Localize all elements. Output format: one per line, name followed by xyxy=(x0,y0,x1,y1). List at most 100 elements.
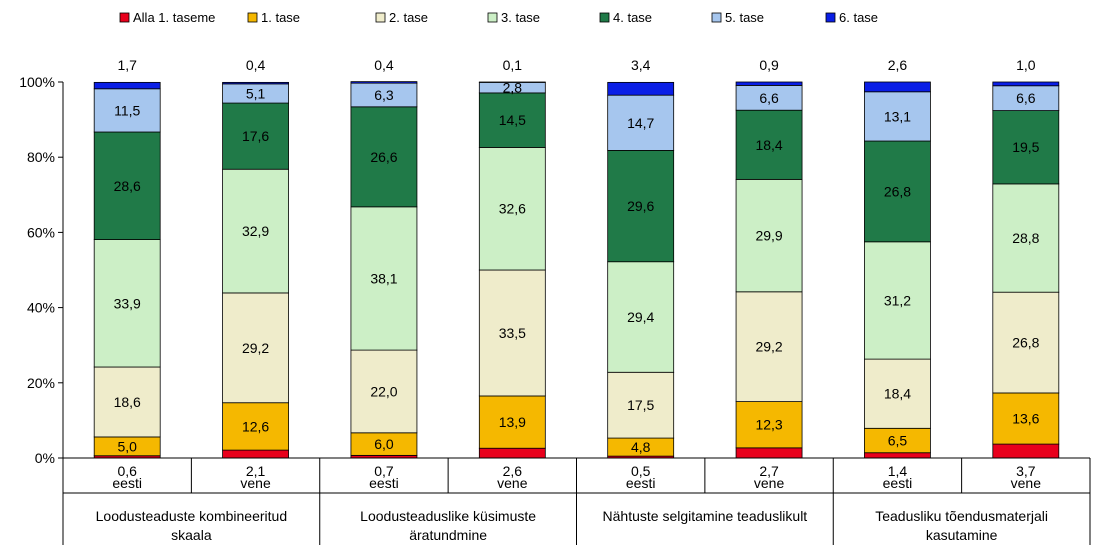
group-label: Loodusteaduslike küsimuste xyxy=(360,508,536,524)
legend-label: 4. tase xyxy=(613,10,652,25)
bar-segment xyxy=(992,81,1060,87)
data-label: 17,5 xyxy=(627,397,654,413)
data-label: 6,6 xyxy=(759,90,779,106)
category-label: vene xyxy=(754,475,785,491)
data-label: 6,3 xyxy=(374,87,394,103)
y-tick-label: 0% xyxy=(35,450,55,466)
data-label: 29,9 xyxy=(755,228,782,244)
data-label: 0,7 xyxy=(374,463,394,479)
data-label: 1,4 xyxy=(888,463,908,479)
data-label: 4,8 xyxy=(631,439,651,455)
data-label: 2,6 xyxy=(888,57,908,73)
data-label: 0,4 xyxy=(246,57,266,73)
y-tick-label: 20% xyxy=(27,375,55,391)
data-label: 6,6 xyxy=(1016,90,1036,106)
legend-label: 6. tase xyxy=(839,10,878,25)
legend-swatch xyxy=(119,12,130,23)
y-tick-label: 40% xyxy=(27,300,55,316)
data-label: 28,8 xyxy=(1012,230,1039,246)
data-label: 5,0 xyxy=(117,438,137,454)
data-label: 18,4 xyxy=(884,386,911,402)
data-label: 2,8 xyxy=(503,80,523,96)
data-label: 28,6 xyxy=(114,178,141,194)
bar-segment xyxy=(992,110,1060,185)
data-label: 26,6 xyxy=(370,149,397,165)
y-tick-label: 100% xyxy=(19,74,55,90)
data-label: 29,4 xyxy=(627,309,654,325)
y-tick-label: 80% xyxy=(27,149,55,165)
bar-segment xyxy=(992,85,1060,111)
bar-segment xyxy=(864,358,931,429)
bar-segment xyxy=(735,81,803,86)
data-label: 32,9 xyxy=(242,223,269,239)
bar-segment xyxy=(864,81,931,93)
bar-segment xyxy=(222,102,289,170)
legend-swatch xyxy=(711,12,722,23)
group-label: Loodusteaduste kombineeritud xyxy=(96,508,287,524)
bar-segment xyxy=(93,88,161,133)
data-label: 19,5 xyxy=(1012,139,1039,155)
data-label: 13,6 xyxy=(1012,411,1039,427)
legend-label: 3. tase xyxy=(501,10,540,25)
category-label: vene xyxy=(497,475,528,491)
data-label: 1,0 xyxy=(1016,57,1036,73)
bar-segment xyxy=(992,183,1060,293)
data-label: 38,1 xyxy=(370,270,397,286)
bar-segment xyxy=(222,449,289,459)
legend-swatch xyxy=(375,12,386,23)
data-label: 22,0 xyxy=(370,383,397,399)
data-label: 2,1 xyxy=(246,463,266,479)
bar-segment xyxy=(864,427,931,454)
bar-segment xyxy=(607,150,675,263)
bar-segment xyxy=(350,206,418,351)
bar-segment xyxy=(864,140,931,243)
data-label: 6,5 xyxy=(888,433,908,449)
bar-segment xyxy=(222,402,289,451)
legend: Alla 1. taseme 1. tase 2. tase 3. tase 4. ta… xyxy=(119,10,878,25)
y-tick-label: 60% xyxy=(27,224,55,240)
data-label: 0,9 xyxy=(759,57,779,73)
group-label: äratundmine xyxy=(409,527,487,543)
bar-segment xyxy=(735,401,803,449)
category-label: eesti xyxy=(626,475,656,491)
bar-segment xyxy=(992,443,1060,459)
category-label: vene xyxy=(1011,475,1042,491)
bar-segment xyxy=(864,452,931,459)
data-label: 32,6 xyxy=(499,201,526,217)
legend-swatch xyxy=(487,12,498,23)
data-label: 1,7 xyxy=(117,57,137,73)
data-label: 18,4 xyxy=(755,137,782,153)
data-label: 5,1 xyxy=(246,85,266,101)
x-axis: eesti vene eesti vene eesti vene eesti vene Lood… xyxy=(62,457,1091,545)
data-label: 12,6 xyxy=(242,418,269,434)
legend-label: 1. tase xyxy=(261,10,300,25)
data-label: 14,5 xyxy=(499,112,526,128)
bar-segment xyxy=(864,91,931,142)
bar-segment xyxy=(93,81,161,90)
data-label: 14,7 xyxy=(627,115,654,131)
data-label: 2,7 xyxy=(759,463,779,479)
data-label: 6,0 xyxy=(374,436,394,452)
bar-segment xyxy=(607,261,675,373)
data-label: 13,9 xyxy=(499,414,526,430)
bar-segment xyxy=(93,366,161,438)
bar-segment xyxy=(607,94,675,151)
bar-segment xyxy=(478,395,546,449)
bar-segment xyxy=(350,349,418,434)
data-label: 29,2 xyxy=(755,339,782,355)
data-label: 26,8 xyxy=(884,183,911,199)
bar-segment xyxy=(607,371,675,439)
data-label: 13,1 xyxy=(884,108,911,124)
data-label: 3,4 xyxy=(631,57,651,73)
group-label: Nähtuste selgitamine teaduslikult xyxy=(603,508,808,524)
bars: 0,6 5,0 18,6 33,9 28,6 11,5 1,7 2,1 12,6 29,2 32,9… xyxy=(93,57,1060,479)
group-label: kasutamine xyxy=(926,527,998,543)
bar-segment xyxy=(478,447,546,459)
data-label: 29,2 xyxy=(242,340,269,356)
bar-segment xyxy=(350,106,418,208)
data-label: 12,3 xyxy=(755,417,782,433)
legend-swatch xyxy=(825,12,836,23)
data-label: 2,6 xyxy=(503,463,523,479)
bar-segment xyxy=(735,447,803,459)
